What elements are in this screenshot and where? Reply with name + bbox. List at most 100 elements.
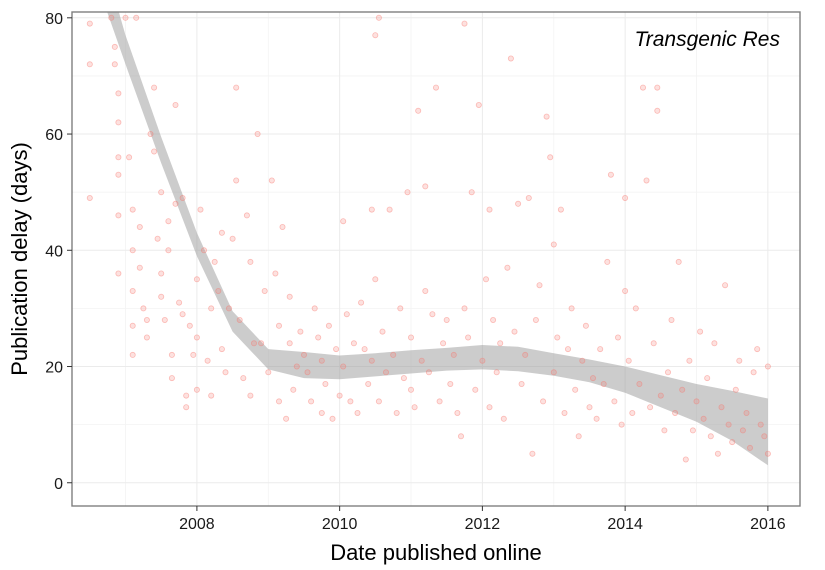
data-point — [143, 316, 150, 323]
data-point — [165, 247, 172, 254]
data-point — [311, 305, 318, 312]
data-point — [193, 334, 200, 341]
data-point — [679, 386, 686, 393]
data-point — [729, 439, 736, 446]
data-point — [368, 206, 375, 213]
data-point — [172, 200, 179, 207]
data-point — [158, 293, 165, 300]
data-point — [368, 357, 375, 364]
data-point — [236, 316, 243, 323]
data-point — [714, 450, 721, 457]
data-point — [390, 351, 397, 358]
y-axis-title: Publication delay (days) — [7, 142, 32, 376]
data-point — [732, 386, 739, 393]
data-point — [158, 270, 165, 277]
data-point — [136, 264, 143, 271]
data-point — [743, 409, 750, 416]
data-point — [111, 43, 118, 50]
data-point — [518, 380, 525, 387]
data-point — [661, 427, 668, 434]
data-point — [129, 351, 136, 358]
data-point — [654, 107, 661, 114]
data-point — [450, 351, 457, 358]
data-point — [754, 346, 761, 353]
data-point — [647, 404, 654, 411]
data-point — [504, 264, 511, 271]
data-point — [168, 351, 175, 358]
y-tick-label: 60 — [45, 127, 63, 144]
data-point — [764, 363, 771, 370]
data-point — [365, 380, 372, 387]
data-point — [636, 380, 643, 387]
plot-panel — [72, 12, 800, 506]
data-point — [183, 404, 190, 411]
data-point — [507, 55, 514, 62]
data-point — [86, 194, 93, 201]
x-tick-label: 2010 — [322, 516, 358, 533]
data-point — [115, 119, 122, 126]
data-point — [515, 200, 522, 207]
data-point — [736, 357, 743, 364]
data-point — [586, 404, 593, 411]
data-point — [211, 258, 218, 265]
data-point — [315, 334, 322, 341]
data-point — [86, 20, 93, 27]
grid-lines — [72, 12, 800, 506]
data-point — [111, 61, 118, 68]
data-point — [757, 421, 764, 428]
data-point — [547, 154, 554, 161]
data-point — [493, 369, 500, 376]
data-point — [372, 276, 379, 283]
data-point — [429, 311, 436, 318]
data-point — [597, 346, 604, 353]
data-point — [447, 380, 454, 387]
data-point — [693, 398, 700, 405]
data-point — [318, 357, 325, 364]
data-point — [275, 398, 282, 405]
x-tick-label: 2008 — [179, 516, 215, 533]
data-point — [143, 334, 150, 341]
data-point — [115, 270, 122, 277]
data-points — [86, 14, 771, 463]
data-point — [151, 84, 158, 91]
data-point — [739, 427, 746, 434]
data-point — [611, 398, 618, 405]
data-point — [650, 340, 657, 347]
data-point — [179, 194, 186, 201]
data-point — [475, 102, 482, 109]
data-point — [250, 340, 257, 347]
data-point — [283, 415, 290, 422]
data-point — [186, 322, 193, 329]
data-point — [764, 450, 771, 457]
journal-annotation: Transgenic Res — [634, 28, 780, 51]
data-point — [268, 177, 275, 184]
data-point — [208, 305, 215, 312]
x-tick-label: 2016 — [750, 516, 786, 533]
data-point — [229, 235, 236, 242]
data-point — [161, 316, 168, 323]
data-point — [200, 247, 207, 254]
data-point — [568, 305, 575, 312]
data-point — [675, 258, 682, 265]
data-point — [565, 346, 572, 353]
data-point — [543, 113, 550, 120]
data-point — [126, 154, 133, 161]
y-axis: 0 20 40 60 80 — [45, 11, 72, 493]
data-point — [747, 444, 754, 451]
data-point — [204, 357, 211, 364]
data-point — [393, 409, 400, 416]
data-point — [122, 14, 129, 21]
data-point — [304, 369, 311, 376]
data-point — [233, 84, 240, 91]
data-point — [279, 223, 286, 230]
data-point — [657, 392, 664, 399]
data-point — [350, 340, 357, 347]
data-point — [333, 346, 340, 353]
data-point — [718, 404, 725, 411]
data-point — [540, 398, 547, 405]
data-point — [375, 14, 382, 21]
x-tick-label: 2012 — [465, 516, 501, 533]
data-point — [522, 351, 529, 358]
data-point — [168, 375, 175, 382]
